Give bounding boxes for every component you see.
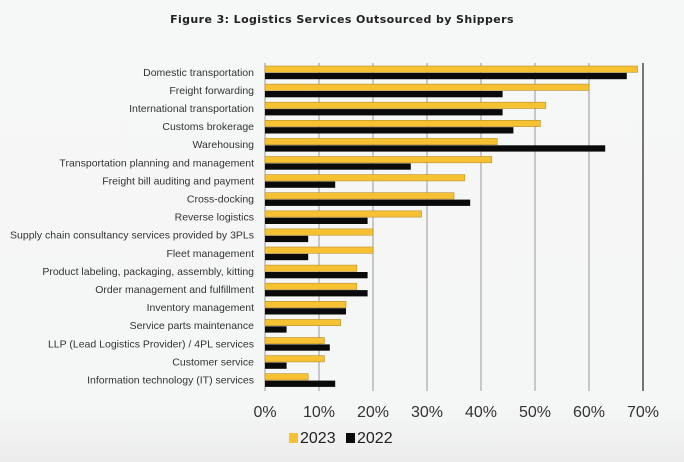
bars [264, 65, 638, 387]
bar-2023 [264, 282, 358, 290]
x-tick-label: 10% [303, 404, 335, 421]
bar-2022 [265, 199, 471, 206]
bar-2022 [265, 290, 368, 297]
bar-2023 [264, 210, 422, 218]
legend-swatch-2023 [289, 433, 298, 443]
x-axis-tick-labels: 0% 10% 20% 30% 40% 50% 60% 70% [253, 404, 659, 421]
chart-title: Figure 3: Logistics Services Outsourced … [170, 13, 514, 26]
x-tick-label: 50% [519, 404, 551, 421]
bar-2023 [264, 373, 309, 381]
bar-2022 [265, 362, 287, 369]
bar-2023 [264, 319, 341, 326]
bar-2023 [264, 337, 325, 345]
bar-2023 [264, 264, 358, 272]
bar-2023 [264, 246, 374, 254]
bar-2022 [265, 91, 503, 98]
bar-2022 [265, 145, 606, 152]
bar-2022 [265, 127, 514, 134]
category-label: Customs brokerage [162, 121, 254, 133]
category-label: Information technology (IT) services [87, 375, 254, 387]
bar-2023 [264, 138, 498, 145]
bar-2022 [265, 163, 411, 170]
category-label: LLP (Lead Logistics Provider) / 4PL serv… [48, 338, 254, 350]
category-label: Service parts maintenance [130, 320, 254, 332]
x-tick-label: 60% [573, 404, 605, 421]
category-label: Transportation planning and management [59, 157, 254, 169]
category-label: Customer service [172, 356, 254, 368]
category-label: Inventory management [147, 302, 254, 314]
bar-2023 [264, 174, 466, 182]
category-label: Order management and fulfillment [95, 284, 254, 296]
bar-2023 [264, 83, 590, 91]
category-label: Product labeling, packaging, assembly, k… [42, 266, 254, 278]
bar-2023 [264, 192, 455, 200]
bar-2022 [265, 344, 330, 351]
bar-2023 [264, 228, 374, 236]
bar-2022 [265, 308, 346, 315]
category-label: Fleet management [166, 248, 254, 260]
bar-2022 [265, 181, 336, 188]
bar-2023 [264, 355, 325, 363]
category-label: Reverse logistics [175, 212, 254, 224]
category-label: Freight bill auditing and payment [102, 175, 254, 187]
bar-2022 [265, 72, 627, 80]
category-label: Cross-docking [187, 194, 254, 206]
category-label: Freight forwarding [169, 85, 254, 97]
bar-2022 [265, 235, 309, 243]
legend-label-2023: 2023 [300, 430, 336, 447]
bar-2023 [264, 120, 541, 127]
category-label: Supply chain consultancy services provid… [10, 230, 254, 242]
legend-swatch-2022 [346, 433, 355, 443]
gridlines [264, 63, 644, 391]
x-tick-label: 40% [465, 404, 497, 421]
category-label: Warehousing [193, 139, 255, 151]
legend-label-2022: 2022 [357, 430, 393, 447]
x-tick-label: 0% [253, 404, 276, 421]
x-tick-label: 20% [357, 404, 389, 421]
bar-2023 [264, 65, 638, 73]
bar-2022 [265, 272, 368, 279]
x-tick-label: 70% [627, 404, 659, 421]
bar-2022 [265, 253, 309, 261]
x-tick-label: 30% [411, 404, 443, 421]
bar-2022 [265, 380, 336, 387]
legend: 2023 2022 [289, 430, 393, 447]
bar-2022 [265, 109, 503, 116]
bar-2022 [265, 326, 287, 333]
bar-2023 [264, 300, 347, 308]
bar-2023 [264, 101, 547, 109]
category-labels: Domestic transportation Freight forwardin… [10, 67, 254, 387]
bar-2022 [265, 217, 368, 224]
category-label: International transportation [129, 103, 254, 115]
category-label: Domestic transportation [143, 67, 254, 79]
bar-2023 [264, 156, 493, 164]
